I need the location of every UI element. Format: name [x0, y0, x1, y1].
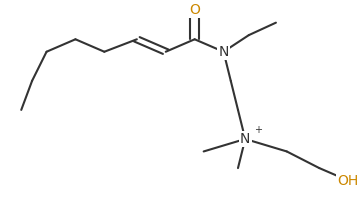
Text: +: + — [254, 125, 262, 135]
Text: O: O — [189, 3, 200, 17]
Text: OH: OH — [337, 173, 359, 188]
Text: N: N — [218, 45, 229, 59]
Text: N: N — [240, 132, 250, 146]
